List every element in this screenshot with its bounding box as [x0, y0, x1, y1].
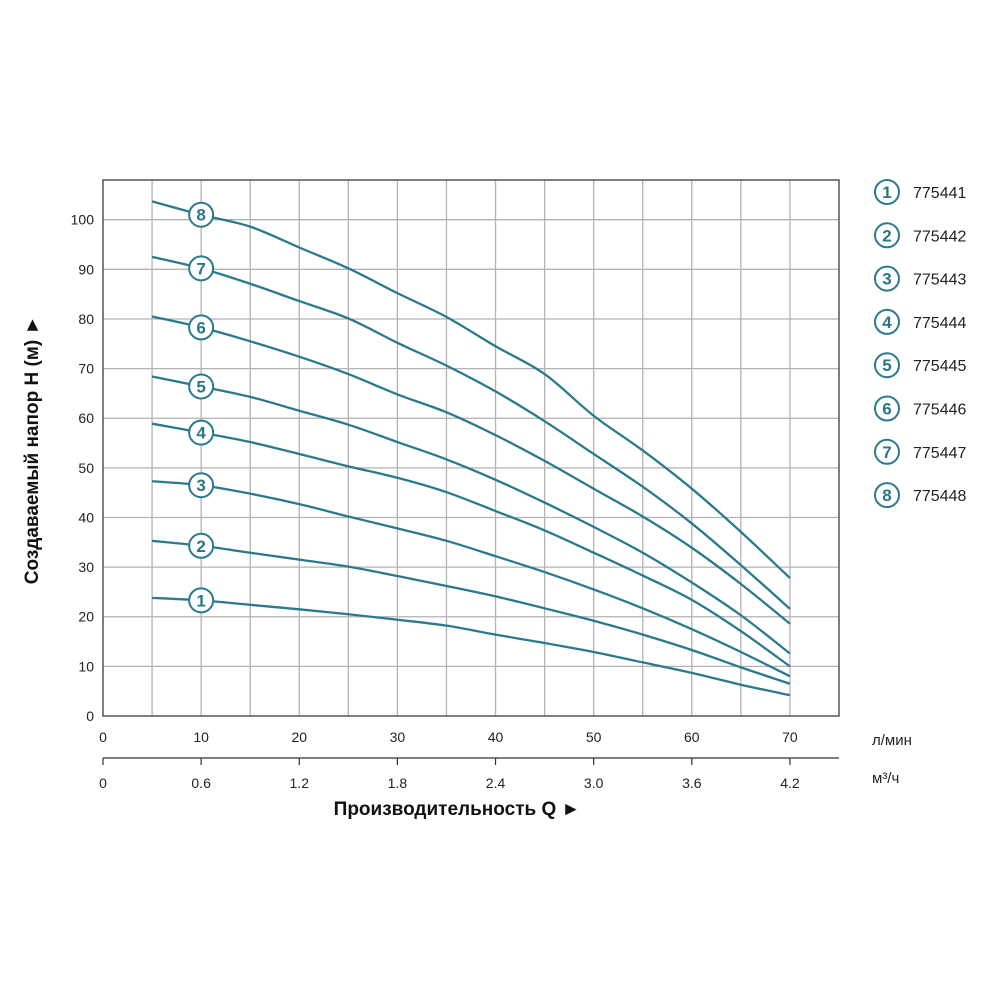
legend-marker	[874, 222, 900, 249]
secondary-x-tick-label: 2.4	[486, 775, 506, 791]
y-tick-label: 0	[86, 708, 94, 724]
series-line-3	[151, 480, 791, 678]
legend-entry: 775441	[913, 185, 966, 202]
y-tick-label: 70	[78, 361, 94, 377]
x-tick-label: 40	[488, 729, 504, 745]
secondary-x-tick-label: 0	[99, 775, 107, 791]
y-axis-ticks: 0 10 20 30 40 50 60 70 80 90 100	[71, 212, 95, 724]
legend-entry: 775443	[913, 272, 966, 289]
series-line-1	[152, 596, 791, 697]
series-line-8	[151, 200, 791, 579]
legend-marker	[874, 308, 900, 335]
x-tick-label: 30	[390, 729, 406, 745]
series-marker-8	[188, 201, 215, 228]
legend-marker	[874, 179, 900, 205]
y-tick-label: 50	[78, 460, 94, 476]
series-marker-3	[188, 472, 215, 499]
secondary-x-tick-label: 4.2	[780, 775, 800, 791]
legend-marker	[874, 395, 900, 422]
legend: 1 775441 2 775442 3 775443 4 775444 5 775445 6 7754…	[874, 179, 966, 509]
series-marker-2	[188, 532, 215, 559]
y-tick-label: 10	[78, 658, 94, 674]
y-tick-label: 60	[78, 410, 94, 426]
legend-marker	[874, 482, 900, 509]
legend-marker-label: 2	[882, 226, 891, 245]
series-marker-7	[188, 255, 215, 282]
y-tick-label: 40	[78, 509, 94, 525]
y-tick-label: 100	[71, 212, 95, 228]
legend-marker-label: 7	[882, 443, 891, 462]
series-marker-1	[188, 587, 215, 614]
x-tick-label: 50	[586, 729, 602, 745]
x-axis-ticks: 0 10 20 30 40 50 60 70	[99, 729, 798, 745]
legend-entry: 775448	[913, 488, 966, 505]
x-tick-label: 60	[684, 729, 700, 745]
series-line-5	[151, 375, 791, 655]
legend-marker	[874, 438, 900, 465]
series-marker-5	[188, 373, 215, 400]
series-marker-label: 5	[196, 377, 205, 396]
series-line-6	[151, 315, 791, 625]
secondary-x-tick-label: 1.8	[388, 775, 408, 791]
series-lines: 1 2 3 4 5 6 7 8	[151, 200, 791, 697]
secondary-x-tick-label: 0.6	[191, 775, 211, 791]
series-marker-label: 8	[196, 206, 205, 225]
x-unit-label: л/мин	[872, 732, 912, 749]
legend-marker	[874, 265, 900, 292]
series-marker-label: 2	[196, 537, 205, 556]
legend-marker	[874, 352, 900, 379]
x-tick-label: 0	[99, 729, 107, 745]
x2-unit-label: м³/ч	[872, 770, 899, 787]
legend-marker-label: 3	[882, 270, 891, 289]
y-tick-label: 90	[78, 261, 94, 277]
y-axis-title: Создаваемый напор H (м) ►	[22, 316, 43, 585]
plot-frame	[102, 179, 840, 717]
series-marker-6	[188, 314, 215, 341]
series-line-4	[151, 422, 791, 668]
series-marker-4	[188, 419, 215, 446]
legend-entry: 775445	[913, 358, 966, 375]
series-marker-label: 1	[196, 591, 205, 610]
y-tick-label: 80	[78, 311, 94, 327]
x-tick-label: 20	[291, 729, 307, 745]
secondary-x-tick-label: 3.6	[682, 775, 702, 791]
series-line-2	[151, 539, 791, 685]
x-tick-label: 10	[193, 729, 209, 745]
series-marker-label: 6	[196, 318, 205, 337]
series-marker-label: 7	[196, 259, 205, 278]
legend-entry: 775447	[913, 445, 966, 462]
y-tick-label: 30	[78, 559, 94, 575]
legend-entry: 775442	[913, 228, 966, 245]
x-tick-label: 70	[782, 729, 798, 745]
legend-entry: 775444	[913, 315, 966, 332]
secondary-x-tick-label: 3.0	[584, 775, 604, 791]
secondary-x-tick-label: 1.2	[290, 775, 310, 791]
legend-marker-label: 1	[882, 183, 891, 202]
legend-entry: 775446	[913, 402, 966, 419]
x-axis-title: Производительность Q ►	[334, 799, 581, 820]
series-marker-label: 3	[196, 476, 205, 495]
series-marker-label: 4	[196, 424, 206, 443]
series-line-7	[151, 255, 791, 610]
grid	[103, 180, 839, 716]
legend-marker-label: 8	[882, 486, 891, 505]
y-tick-label: 20	[78, 609, 94, 625]
legend-marker-label: 6	[882, 400, 891, 419]
legend-marker-label: 5	[882, 356, 891, 375]
secondary-x-axis-ticks: 0 0.6 1.2 1.8 2.4 3.0 3.6 4.2	[99, 758, 800, 791]
legend-marker-label: 4	[882, 313, 892, 332]
